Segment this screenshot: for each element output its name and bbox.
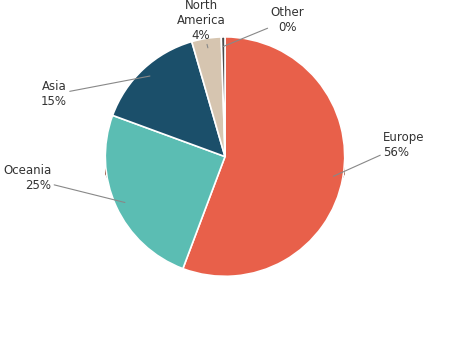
Text: Other
0%: Other 0% xyxy=(223,6,304,47)
Wedge shape xyxy=(221,37,225,157)
Ellipse shape xyxy=(105,139,345,206)
Polygon shape xyxy=(105,157,345,206)
Wedge shape xyxy=(192,37,225,157)
Wedge shape xyxy=(183,37,345,276)
Wedge shape xyxy=(105,116,225,269)
Text: Europe
56%: Europe 56% xyxy=(333,130,424,176)
Text: Asia
15%: Asia 15% xyxy=(41,76,150,108)
Wedge shape xyxy=(112,42,225,157)
Text: North
America
4%: North America 4% xyxy=(177,0,225,48)
Text: Oceania
25%: Oceania 25% xyxy=(3,164,125,203)
